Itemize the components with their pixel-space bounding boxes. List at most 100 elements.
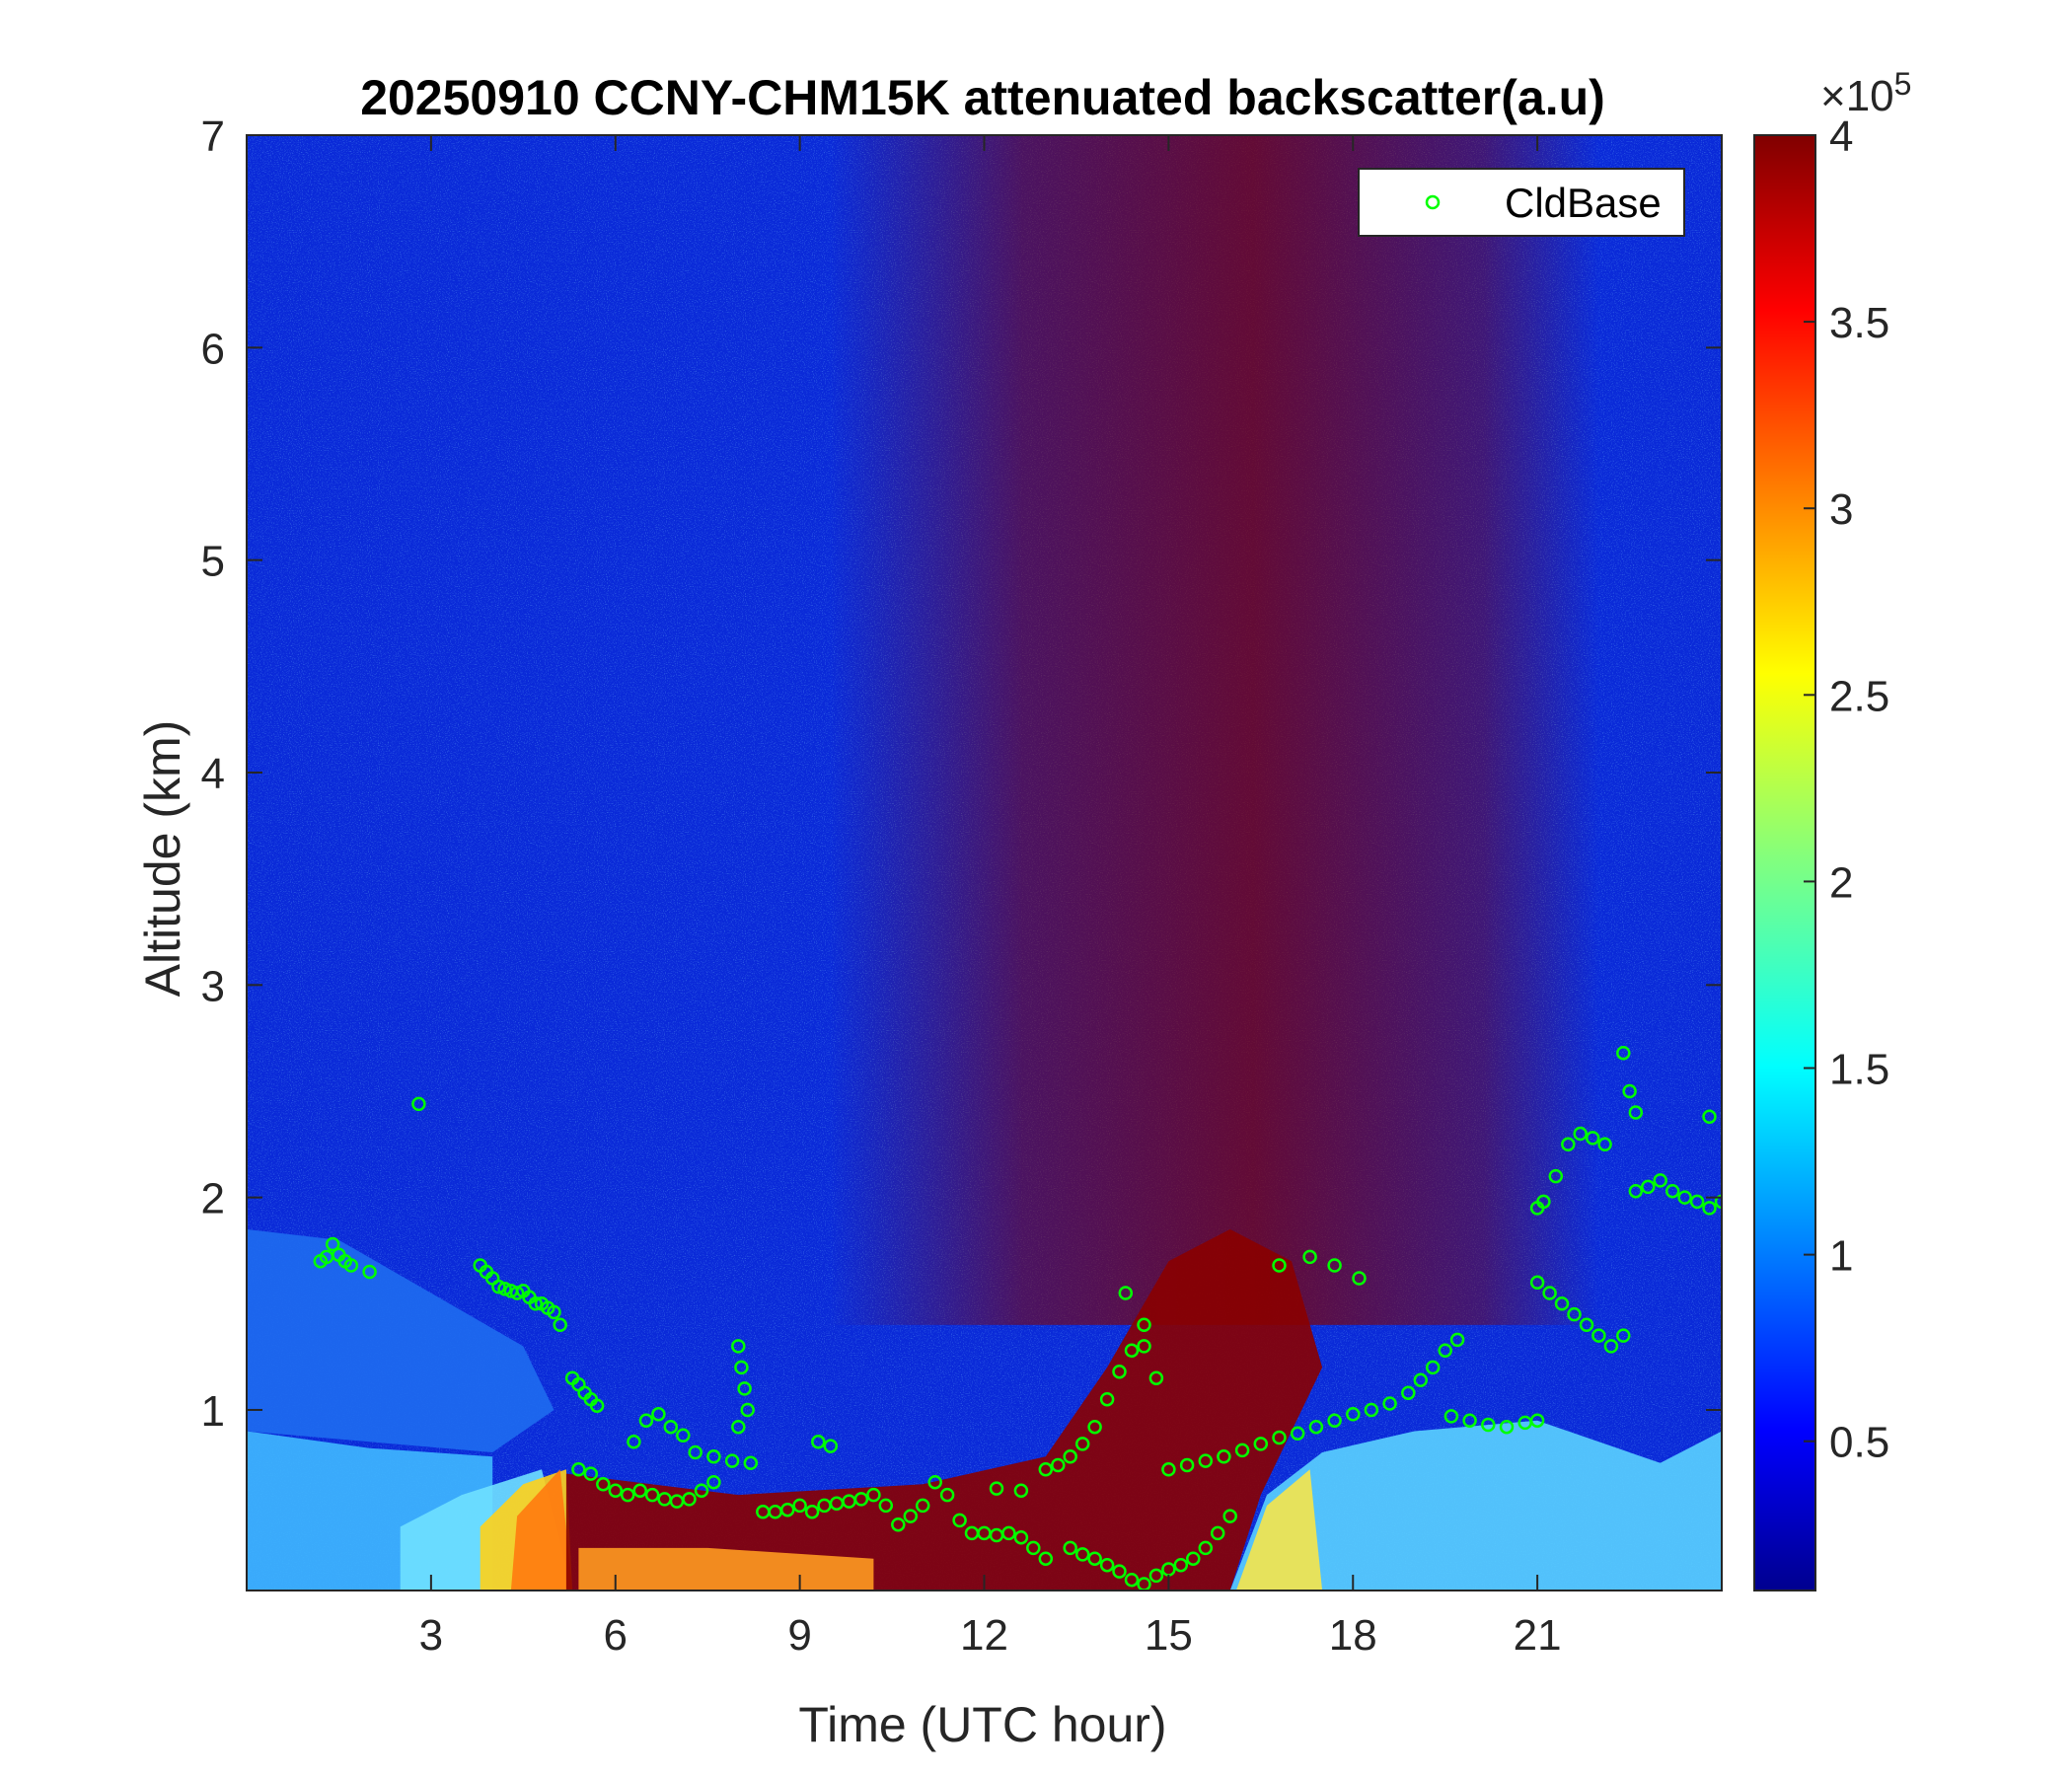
y-tick-label: 3 bbox=[201, 962, 225, 1010]
legend: CldBase bbox=[1358, 168, 1685, 237]
cldbase-point bbox=[734, 1360, 749, 1375]
high-backscatter-region bbox=[830, 135, 1599, 1325]
chart-title: 20250910 CCNY-CHM15K attenuated backscat… bbox=[360, 70, 1605, 125]
cldbase-point bbox=[1038, 1462, 1054, 1477]
cldbase-point bbox=[1536, 1194, 1551, 1210]
cldbase-point bbox=[1591, 1328, 1606, 1343]
cldbase-point bbox=[1099, 1557, 1115, 1573]
cldbase-point bbox=[1272, 1258, 1287, 1273]
cldbase-point bbox=[620, 1487, 635, 1503]
cldbase-point bbox=[1179, 1457, 1195, 1473]
cldbase-point bbox=[694, 1483, 709, 1499]
boundary-layer-regions bbox=[247, 1228, 1722, 1591]
cldbase-point bbox=[853, 1492, 869, 1507]
cldbase-point bbox=[571, 1462, 586, 1477]
cldbase-point bbox=[1234, 1443, 1250, 1458]
colorbar-tick-label: 2.5 bbox=[1829, 672, 1889, 720]
cldbase-point bbox=[688, 1444, 703, 1460]
cldbase-point bbox=[1622, 1083, 1637, 1099]
cldbase-point bbox=[706, 1474, 721, 1490]
colorbar-tick-label: 0.5 bbox=[1829, 1419, 1889, 1467]
legend-marker-circle-icon bbox=[1425, 194, 1441, 210]
cldbase-point bbox=[878, 1498, 894, 1514]
cldbase-point bbox=[589, 1398, 605, 1413]
cldbase-point bbox=[731, 1339, 746, 1354]
x-tick-label: 12 bbox=[960, 1611, 1008, 1660]
cldbase-point bbox=[1118, 1286, 1134, 1300]
cldbase-point bbox=[1628, 1183, 1644, 1199]
cldbase-point bbox=[1026, 1540, 1041, 1556]
cldbase-point bbox=[638, 1413, 654, 1428]
cldbase-point bbox=[1702, 1109, 1717, 1125]
cldbase-point bbox=[1702, 1201, 1717, 1216]
cldbase-point bbox=[903, 1509, 919, 1523]
x-axis: 3 6 9 12 15 18 21 bbox=[419, 135, 1562, 1660]
cldbase-point bbox=[491, 1279, 506, 1295]
cldbase-point bbox=[1665, 1183, 1680, 1199]
colorbar-tick-label: 3 bbox=[1829, 485, 1853, 534]
cldbase-point bbox=[779, 1502, 795, 1517]
x-tick-label: 6 bbox=[604, 1611, 628, 1660]
colorbar-exponent-power: 5 bbox=[1894, 66, 1912, 102]
cldbase-point bbox=[1567, 1306, 1582, 1322]
heatmap-panel bbox=[247, 135, 1722, 1591]
cldbase-point bbox=[644, 1487, 660, 1503]
cldbase-point bbox=[1573, 1126, 1588, 1142]
cldbase-point bbox=[1327, 1258, 1342, 1273]
cldbase-point bbox=[1579, 1317, 1594, 1333]
cldbase-point bbox=[1413, 1372, 1429, 1388]
cldbase-point bbox=[1597, 1137, 1612, 1152]
cldbase-point bbox=[627, 1435, 641, 1449]
cldbase-point bbox=[1063, 1449, 1077, 1464]
cldbase-point bbox=[927, 1474, 942, 1490]
cldbase-point bbox=[1585, 1131, 1600, 1146]
x-tick-label: 15 bbox=[1145, 1611, 1193, 1660]
cldbase-point bbox=[1542, 1286, 1557, 1300]
cldbase-point bbox=[1074, 1437, 1090, 1451]
colorbar: 0.5 1 1.5 2 2.5 3 3.5 4 ×105 bbox=[1753, 66, 1912, 1591]
cldbase-point bbox=[1137, 1317, 1151, 1333]
cldbase-point bbox=[1148, 1568, 1164, 1584]
cldbase-point bbox=[632, 1483, 647, 1499]
cldbase-point bbox=[1013, 1529, 1029, 1545]
cldbase-point bbox=[1352, 1271, 1367, 1286]
cldbase-point bbox=[553, 1317, 567, 1333]
cldbase-point bbox=[1099, 1391, 1115, 1407]
colorbar-tick-label: 3.5 bbox=[1829, 299, 1889, 347]
cldbase-point bbox=[737, 1381, 752, 1396]
y-tick-label: 4 bbox=[201, 750, 225, 798]
cldbase-point bbox=[939, 1487, 955, 1503]
cldbase-point bbox=[1253, 1437, 1269, 1451]
y-tick-label: 5 bbox=[201, 538, 225, 586]
colorbar-tick-label: 4 bbox=[1829, 112, 1853, 161]
cldbase-point bbox=[952, 1513, 967, 1528]
cldbase-point bbox=[343, 1258, 359, 1273]
colorbar-exponent-base: ×10 bbox=[1820, 72, 1894, 120]
cldbase-point bbox=[1561, 1137, 1576, 1152]
y-tick-label: 1 bbox=[201, 1387, 225, 1436]
cldbase-point bbox=[1689, 1194, 1705, 1210]
legend-box bbox=[1358, 168, 1685, 237]
cldbase-point bbox=[1302, 1249, 1317, 1265]
cldbase-point bbox=[1714, 1194, 1722, 1210]
cldbase-point bbox=[362, 1264, 377, 1280]
y-tick-label: 6 bbox=[201, 325, 225, 373]
cldbase-point bbox=[1499, 1419, 1515, 1435]
cldbase-point bbox=[411, 1096, 426, 1112]
cldbase-point bbox=[792, 1498, 807, 1514]
cldbase-point bbox=[1137, 1339, 1151, 1354]
cldbase-point bbox=[743, 1455, 759, 1471]
cldbase-point bbox=[1210, 1525, 1225, 1541]
cldbase-point bbox=[1346, 1407, 1361, 1422]
colorbar-ticks: 0.5 1 1.5 2 2.5 3 3.5 4 bbox=[1804, 112, 1889, 1467]
cldbase-point bbox=[866, 1487, 881, 1503]
cldbase-point bbox=[1063, 1540, 1077, 1556]
cldbase-point bbox=[1449, 1332, 1465, 1348]
cldbase-point bbox=[583, 1466, 599, 1481]
cldbase-point bbox=[1222, 1509, 1237, 1523]
cldbase-point bbox=[1087, 1419, 1102, 1435]
cldbase-point bbox=[1641, 1179, 1656, 1195]
cldbase-point bbox=[1074, 1547, 1090, 1562]
cldbase-point bbox=[547, 1304, 561, 1320]
y-axis: 1 2 3 4 5 6 7 bbox=[201, 112, 1722, 1436]
